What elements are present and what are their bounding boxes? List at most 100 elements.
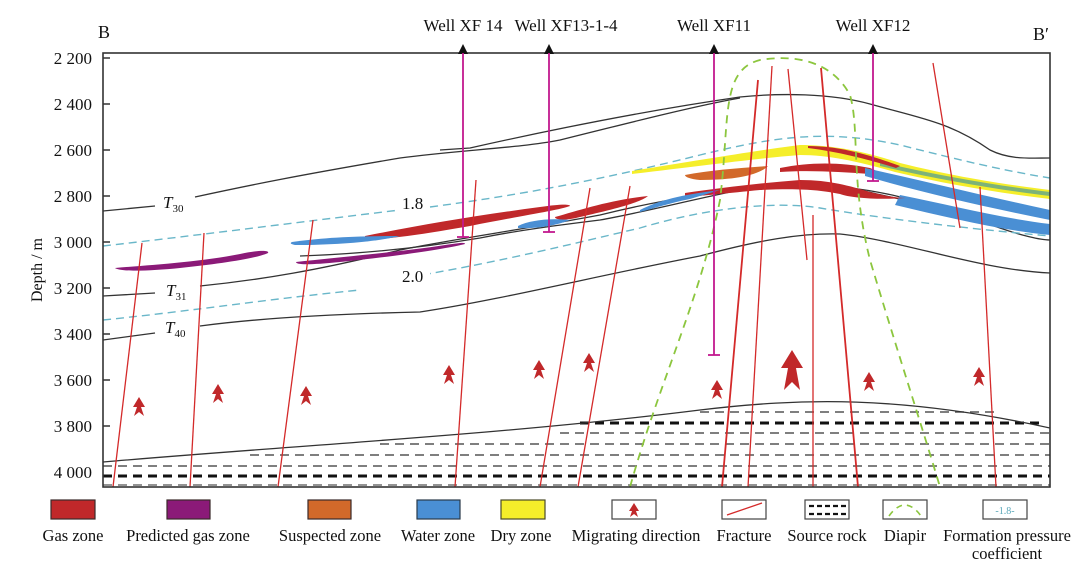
migration-arrow	[300, 386, 312, 405]
migration-arrow-icon	[629, 503, 639, 517]
y-tick: 2 800	[54, 187, 110, 206]
gas-zone	[780, 163, 878, 174]
water-zone	[290, 236, 400, 245]
plot-frame	[102, 52, 1051, 488]
well-xf12: Well XF12	[836, 16, 911, 182]
legend-item-source-rock: Source rock	[787, 499, 867, 545]
suspected-zone	[685, 166, 768, 180]
legend-item-suspected-zone: Suspected zone	[279, 499, 381, 545]
fracture	[979, 186, 997, 487]
fracture-icon	[726, 502, 763, 516]
migration-arrow	[973, 367, 985, 386]
y-axis-title: Depth / m	[29, 237, 46, 302]
gas-zone	[685, 180, 905, 199]
well-label: Well XF13-1-4	[515, 16, 618, 35]
legend-label: Formation pressure	[943, 526, 1071, 545]
y-tick: 4 000	[54, 463, 110, 482]
y-tick: 3 800	[54, 417, 110, 436]
well-label: Well XF 14	[424, 16, 503, 35]
dry-zone	[632, 145, 1050, 199]
water-zone	[640, 190, 720, 212]
fracture	[577, 185, 631, 487]
legend-item-dry-zone: Dry zone	[491, 499, 552, 545]
well-marker-icon	[458, 44, 468, 54]
fracture	[721, 79, 759, 487]
pressure-line-2-0	[103, 204, 1050, 321]
fracture	[539, 187, 591, 487]
y-tick: 2 600	[54, 141, 110, 160]
y-tick-label: 2 600	[54, 141, 92, 160]
pressure-coefficient-icon: -1.8-	[995, 506, 1014, 517]
fracture	[277, 219, 314, 487]
legend-label: Fracture	[717, 526, 772, 545]
legend-label: Source rock	[787, 526, 867, 545]
water-zone	[865, 168, 1050, 220]
migration-arrow	[212, 384, 224, 403]
legend-swatch	[804, 499, 850, 520]
y-tick: 3 000	[54, 233, 110, 252]
horizon-lines	[103, 93, 1050, 341]
migration-arrow	[863, 372, 875, 391]
legend-item-migrating-direction: Migrating direction	[572, 499, 701, 545]
water-zone	[518, 219, 570, 229]
well-marker-icon	[709, 44, 719, 54]
migration-arrow	[583, 353, 595, 372]
fracture	[189, 232, 205, 487]
legend-label: Predicted gas zone	[126, 526, 250, 545]
pressure-line-1-8	[103, 135, 1050, 247]
y-tick: 2 400	[54, 95, 110, 114]
pressure-coefficient-label-1-8: 1.8	[402, 194, 423, 213]
migration-arrow	[443, 365, 455, 384]
legend-label: Water zone	[401, 526, 475, 545]
legend-item-formation-pressure-coefficient: -1.8- Formation pressure coefficient	[943, 499, 1071, 563]
legend-item-gas-zone: Gas zone	[43, 499, 104, 545]
well-label: Well XF12	[836, 16, 911, 35]
fracture	[820, 67, 859, 487]
gas-zone	[365, 204, 570, 240]
legend-item-predicted-gas-zone: Predicted gas zone	[126, 499, 250, 545]
horizon-label-t31: T31	[166, 281, 186, 303]
legend: Gas zone Predicted gas zone Suspected zo…	[43, 499, 1071, 563]
well-label: Well XF11	[677, 16, 751, 35]
legend-item-water-zone: Water zone	[401, 499, 475, 545]
legend-label: Gas zone	[43, 526, 104, 545]
y-tick: 3 400	[54, 325, 110, 344]
fracture	[454, 179, 477, 487]
migration-arrow	[133, 397, 145, 416]
horizon-labels: T30 T31 T40	[163, 193, 186, 340]
legend-item-diapir: Diapir	[882, 499, 928, 545]
horizon-label-t30: T30	[163, 193, 184, 215]
legend-label: Migrating direction	[572, 526, 701, 545]
legend-swatch	[882, 499, 928, 520]
section-end-label: B′	[1033, 24, 1049, 44]
legend-swatch	[416, 499, 461, 520]
y-tick: 3 600	[54, 371, 110, 390]
migration-arrow	[711, 380, 723, 399]
pressure-lines	[103, 135, 1050, 321]
fracture	[787, 68, 808, 261]
y-tick-label: 2 200	[54, 49, 92, 68]
horizon-t40	[103, 233, 1050, 341]
y-tick-label: 3 200	[54, 279, 92, 298]
y-tick-label: 2 400	[54, 95, 92, 114]
y-tick: 3 200	[54, 279, 110, 298]
water-zone	[895, 195, 1050, 235]
horizon-t30	[103, 97, 741, 212]
legend-label: Dry zone	[491, 526, 552, 545]
predicted-gas-zone	[296, 242, 465, 265]
well-xf13-1-4: Well XF13-1-4	[515, 16, 618, 233]
legend-label: Suspected zone	[279, 526, 381, 545]
y-axis-ticks: 2 200 2 400 2 600 2 800 3 000 3 200 3 40…	[54, 49, 110, 482]
legend-item-fracture: Fracture	[717, 499, 772, 545]
section-start-label: B	[98, 22, 110, 42]
well-xf11: Well XF11	[677, 16, 751, 356]
horizon-label-t40: T40	[165, 318, 186, 340]
well-marker-icon	[868, 44, 878, 54]
y-tick: 2 200	[54, 49, 110, 68]
diapir-icon	[888, 504, 922, 517]
fractures	[112, 62, 997, 487]
y-tick-label: 3 800	[54, 417, 92, 436]
fracture	[932, 62, 961, 229]
reservoir-zones	[115, 145, 1050, 271]
